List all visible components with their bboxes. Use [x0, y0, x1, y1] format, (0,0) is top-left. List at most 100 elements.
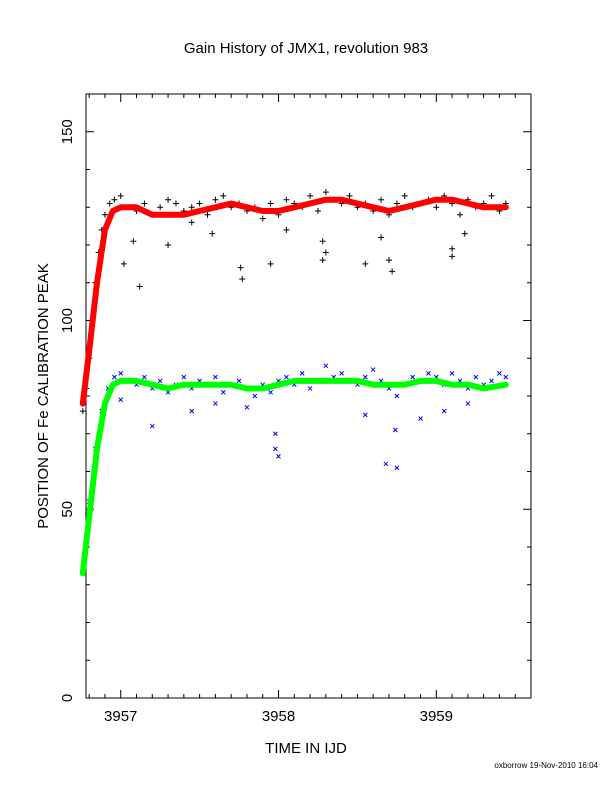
series-upper-peak-fit	[79, 196, 509, 407]
data-point	[489, 378, 494, 384]
data-point	[252, 393, 258, 399]
data-point	[118, 370, 124, 376]
series-lower-peak-fit	[79, 377, 509, 577]
data-point	[307, 192, 314, 199]
data-point	[283, 196, 290, 203]
data-point	[362, 374, 368, 380]
data-point	[259, 215, 266, 222]
data-point	[181, 374, 187, 380]
data-point	[196, 200, 203, 207]
data-point	[120, 260, 127, 267]
data-point	[322, 189, 329, 196]
data-point	[165, 242, 172, 248]
data-point	[497, 370, 502, 376]
data-point	[268, 389, 273, 395]
plot-area	[79, 189, 509, 577]
data-point	[212, 196, 219, 203]
data-point	[394, 465, 400, 471]
data-point	[267, 200, 274, 207]
data-point	[319, 238, 326, 245]
data-point	[189, 408, 195, 414]
data-point	[117, 192, 124, 199]
data-point	[172, 200, 179, 207]
data-point	[378, 234, 385, 241]
data-point	[383, 461, 389, 467]
data-point	[220, 192, 227, 199]
data-point	[79, 408, 86, 415]
plot-frame	[85, 93, 532, 699]
data-point	[465, 401, 471, 406]
data-point	[267, 260, 274, 267]
data-point	[346, 192, 353, 199]
data-point	[237, 264, 244, 271]
data-point	[157, 204, 164, 211]
data-point	[418, 416, 423, 422]
data-point	[433, 204, 440, 211]
data-point	[426, 370, 431, 376]
data-point	[307, 386, 313, 391]
data-point	[112, 374, 117, 380]
data-point	[157, 378, 163, 384]
data-point	[284, 374, 289, 380]
x-axis-label: TIME IN IJD	[265, 740, 347, 757]
data-point	[362, 260, 369, 267]
data-point	[385, 257, 392, 264]
y-tick-label: 50	[59, 501, 76, 518]
data-point	[283, 226, 290, 233]
data-point	[236, 378, 242, 384]
data-point	[130, 238, 137, 245]
data-point	[488, 192, 495, 199]
x-tick-label: 3957	[104, 708, 137, 725]
y-axis: 0 50 100 150	[59, 119, 531, 702]
data-point	[213, 374, 218, 380]
data-point	[394, 393, 400, 399]
data-point	[449, 253, 456, 260]
data-point	[441, 408, 447, 414]
data-point	[273, 446, 278, 452]
x-axis: 3957 3958 3959	[88, 94, 532, 725]
data-point	[204, 211, 211, 218]
fit-line	[79, 196, 509, 407]
data-point	[141, 200, 148, 207]
data-point	[118, 397, 124, 403]
data-point	[273, 431, 278, 437]
y-tick-label: 100	[59, 308, 76, 333]
x-tick-label: 3958	[262, 708, 295, 725]
data-point	[410, 374, 416, 380]
data-point	[339, 370, 344, 376]
data-point	[136, 283, 143, 290]
data-point	[370, 367, 376, 372]
data-point	[165, 196, 172, 203]
data-point	[239, 275, 246, 282]
x-tick-label: 3959	[420, 708, 453, 725]
fit-line	[79, 377, 509, 577]
footer-stamp: oxborrow 19-Nov-2010 16:04	[494, 761, 598, 770]
data-point	[213, 401, 218, 406]
data-point	[188, 219, 195, 226]
data-point	[389, 268, 396, 275]
data-point	[276, 454, 281, 459]
data-point	[299, 370, 305, 376]
data-point	[314, 208, 321, 215]
data-point	[142, 374, 147, 380]
chart-title: Gain History of JMX1, revolution 983	[184, 40, 428, 57]
data-point	[456, 211, 463, 218]
data-point	[392, 427, 398, 433]
data-point	[461, 230, 468, 237]
data-point	[362, 412, 368, 418]
y-axis-label: POSITION OF Fe CALIBRATION PEAK	[35, 263, 52, 529]
data-point	[503, 374, 509, 380]
data-point	[449, 370, 455, 376]
data-point	[401, 192, 408, 199]
data-point	[244, 404, 250, 410]
data-point	[449, 245, 456, 252]
y-tick-label: 0	[59, 694, 76, 702]
y-tick-label: 150	[59, 119, 76, 144]
data-point	[101, 211, 108, 218]
data-point	[473, 374, 479, 380]
data-point	[319, 257, 326, 264]
data-point	[378, 196, 385, 203]
data-point	[188, 204, 195, 211]
data-point	[322, 249, 329, 256]
